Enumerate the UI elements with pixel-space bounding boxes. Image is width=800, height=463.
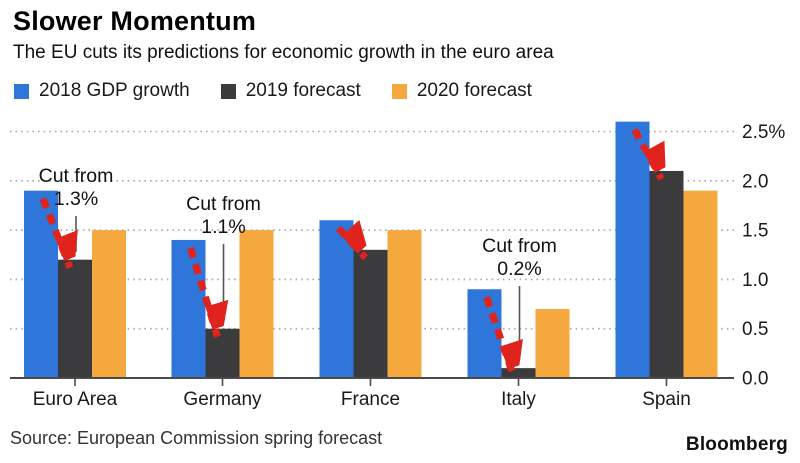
y-axis-tick-label: 1.0 <box>742 270 768 291</box>
x-axis-category-label: France <box>341 389 400 410</box>
source-note: Source: European Commission spring forec… <box>10 428 383 448</box>
bar-2020-forecast-euro-area <box>92 230 126 378</box>
legend-item-3: 2020 forecast <box>391 80 532 102</box>
annotation-text: Cut from <box>39 165 114 187</box>
bar-2020-forecast-germany <box>239 230 274 378</box>
bar-2019-forecast-spain <box>649 170 684 378</box>
legend-item-2: 2019 forecast <box>220 80 361 102</box>
legend-label: 2018 GDP growth <box>39 80 190 101</box>
cut-arrow <box>631 127 662 181</box>
bar-2019-forecast-germany <box>205 328 240 378</box>
annotation-text: Cut from <box>186 193 261 215</box>
y-axis-tick-label: 2.0 <box>742 171 768 192</box>
legend-swatch-icon <box>391 83 407 99</box>
y-axis-tick-label: 2.5% <box>742 122 785 143</box>
bar-2020-forecast-italy <box>535 308 570 378</box>
bar-2018-gdp-growth-germany <box>171 239 206 378</box>
cut-arrow <box>187 246 218 338</box>
annotation-text: Cut from <box>482 235 557 257</box>
annotation-text: 0.2% <box>497 258 541 280</box>
bar-2018-gdp-growth-spain <box>615 121 650 378</box>
y-axis-tick-label: 1.5 <box>742 221 768 242</box>
bar-2019-forecast-france <box>353 249 388 378</box>
chart-subtitle: The EU cuts its predictions for economic… <box>13 42 554 63</box>
x-axis-category-label: Euro Area <box>33 389 118 410</box>
legend-label: 2020 forecast <box>416 80 532 101</box>
annotation-text: 1.3% <box>54 188 98 210</box>
bar-2019-forecast-euro-area <box>58 259 92 378</box>
bar-2019-forecast-italy <box>501 368 536 378</box>
y-axis-tick-label: 0.5 <box>742 319 768 340</box>
legend-item-1: 2018 GDP growth <box>14 80 190 102</box>
bar-2020-forecast-spain <box>683 190 718 378</box>
chart-legend: 2018 GDP growth 2019 forecast 2020 forecas… <box>14 80 563 102</box>
legend-swatch-icon <box>220 83 236 99</box>
x-axis-category-label: Spain <box>642 389 691 410</box>
cut-arrow <box>483 296 514 378</box>
annotation-text: 1.1% <box>201 216 245 238</box>
x-axis-category-label: Italy <box>501 389 536 410</box>
chart-title: Slower Momentum <box>13 6 257 36</box>
legend-label: 2019 forecast <box>245 80 361 101</box>
bloomberg-logo: Bloomberg <box>685 434 788 455</box>
legend-swatch-icon <box>14 83 29 99</box>
x-axis-category-label: Germany <box>183 389 262 410</box>
y-axis-tick-label: 0.0 <box>742 369 768 390</box>
cut-arrow <box>39 197 70 269</box>
cut-arrow <box>335 228 366 261</box>
bar-2020-forecast-france <box>387 230 422 378</box>
